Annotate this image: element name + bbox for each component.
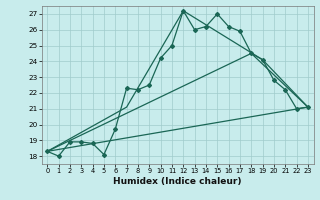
X-axis label: Humidex (Indice chaleur): Humidex (Indice chaleur) bbox=[113, 177, 242, 186]
